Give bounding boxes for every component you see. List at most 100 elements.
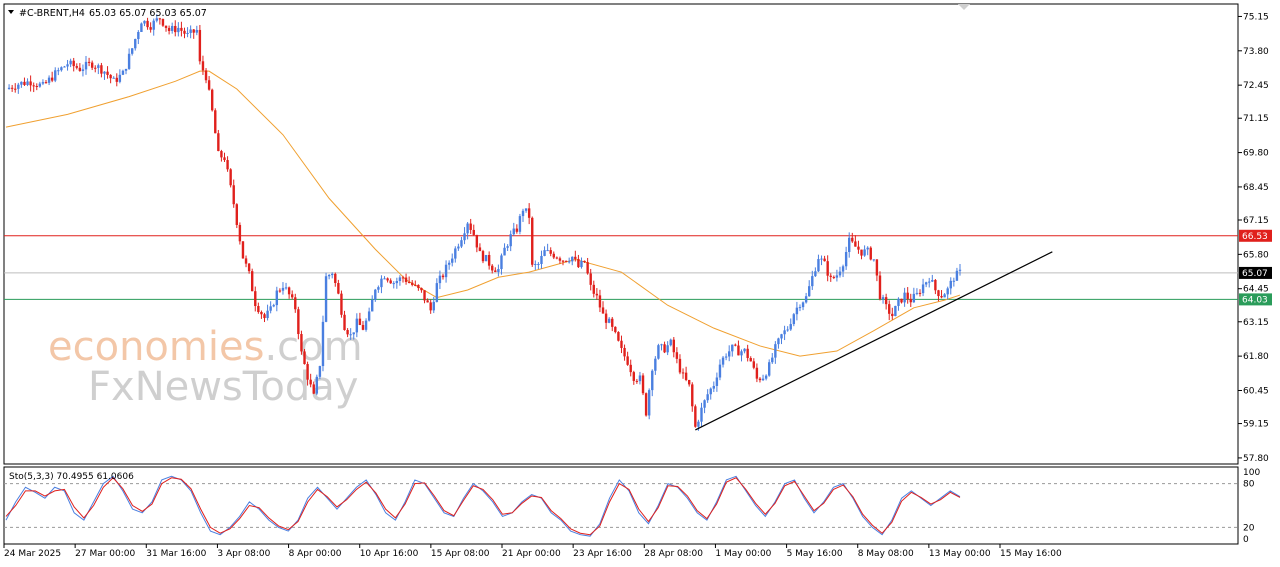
- candle: [937, 289, 940, 302]
- candle-body: [180, 27, 183, 31]
- candle-body: [580, 260, 583, 268]
- candle-body: [266, 310, 269, 319]
- candle-body: [509, 234, 512, 247]
- stoch-series-main: [5, 475, 961, 537]
- candle: [675, 347, 679, 364]
- candle-body: [189, 29, 192, 33]
- candle-body: [367, 311, 371, 321]
- candle: [371, 295, 374, 312]
- candle-body: [497, 269, 500, 272]
- candle-body: [81, 69, 85, 71]
- candle-body: [106, 71, 109, 75]
- candle-body: [217, 133, 220, 152]
- candle: [543, 246, 546, 257]
- candle: [789, 318, 792, 331]
- watermark-brand2-x: x: [111, 364, 135, 410]
- candle-body: [201, 61, 205, 71]
- candle: [343, 310, 346, 331]
- candle: [404, 273, 408, 285]
- x-tick-label: 13 May 00:00: [929, 549, 991, 559]
- candle: [309, 373, 312, 388]
- candle-body: [854, 241, 857, 247]
- candle: [90, 60, 94, 71]
- candle: [758, 377, 762, 383]
- candle-body: [703, 400, 706, 408]
- candle-body: [318, 366, 322, 377]
- candle-body: [321, 321, 325, 367]
- candle-body: [915, 292, 919, 294]
- candle-body: [614, 326, 617, 333]
- candle: [109, 74, 112, 84]
- candle: [638, 371, 642, 385]
- candle-body: [374, 289, 377, 300]
- candle: [324, 272, 328, 323]
- candle: [198, 24, 202, 65]
- candle-body: [423, 290, 426, 301]
- candle: [451, 253, 454, 267]
- candle-body: [875, 259, 879, 276]
- candle-body: [14, 88, 17, 90]
- candle-body: [17, 84, 20, 89]
- x-tick-label: 24 Mar 2025: [4, 549, 61, 559]
- candle: [881, 294, 885, 304]
- candle: [78, 63, 82, 72]
- candle-body: [506, 246, 509, 248]
- candle: [284, 282, 288, 290]
- candle-body: [112, 77, 115, 79]
- candle: [647, 388, 651, 420]
- candle-body: [829, 275, 832, 277]
- candle: [632, 370, 635, 385]
- candle-body: [281, 287, 285, 291]
- candle-body: [250, 271, 254, 292]
- candle: [100, 62, 103, 78]
- candle: [331, 272, 334, 279]
- candle: [509, 230, 512, 252]
- candle: [571, 256, 574, 266]
- candle-body: [617, 332, 620, 341]
- candle: [943, 293, 946, 298]
- candle-body: [669, 339, 672, 346]
- candle: [170, 22, 174, 34]
- candle: [263, 312, 266, 323]
- candle-body: [894, 305, 897, 317]
- candle: [383, 276, 386, 280]
- candle: [124, 68, 128, 75]
- candle: [592, 280, 595, 298]
- candle-body: [438, 275, 442, 284]
- candle-body: [734, 344, 737, 346]
- candle: [912, 287, 916, 303]
- candle-body: [712, 385, 716, 389]
- candle-body: [72, 60, 75, 67]
- candle: [380, 275, 383, 294]
- candle: [294, 293, 297, 313]
- candle: [617, 331, 620, 342]
- candle: [503, 243, 506, 256]
- candle-body: [287, 287, 291, 295]
- candle: [574, 250, 577, 262]
- candle-body: [709, 388, 712, 395]
- candle-body: [567, 261, 571, 263]
- candle-body: [195, 29, 198, 33]
- candle: [620, 335, 623, 354]
- candle-body: [87, 61, 91, 63]
- candle-body: [589, 273, 592, 285]
- candle: [552, 251, 555, 260]
- candle-body: [851, 237, 854, 242]
- candle: [848, 232, 851, 258]
- candle: [500, 253, 503, 275]
- candle: [577, 254, 580, 268]
- dropdown-icon[interactable]: [8, 10, 14, 14]
- candle: [63, 65, 66, 68]
- moving-average: [5, 70, 961, 357]
- candle: [460, 236, 463, 249]
- candle: [158, 17, 162, 25]
- candle: [140, 22, 143, 33]
- candle-body: [358, 318, 362, 325]
- candle: [186, 27, 189, 38]
- candle: [60, 66, 63, 72]
- candle-body: [835, 275, 839, 278]
- candle-body: [598, 295, 602, 308]
- candle-body: [460, 240, 463, 247]
- candle: [32, 82, 35, 93]
- candle: [210, 88, 214, 112]
